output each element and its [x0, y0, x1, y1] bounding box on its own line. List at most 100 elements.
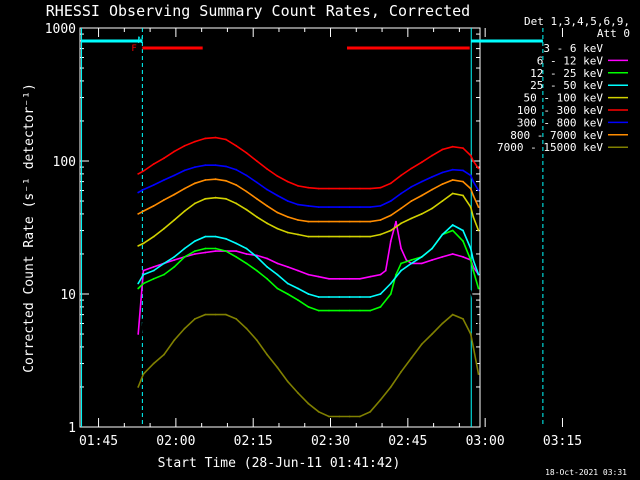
series-point — [359, 220, 361, 223]
series-point — [276, 211, 279, 214]
series-point — [307, 306, 310, 308]
series-point — [477, 373, 480, 375]
series-point — [441, 256, 444, 258]
series-point — [286, 380, 289, 383]
series-point — [137, 362, 140, 365]
series-point — [462, 169, 464, 172]
series-point — [338, 324, 341, 327]
series-point — [163, 293, 165, 295]
series-point — [384, 269, 387, 272]
series-point — [472, 259, 475, 261]
series-point — [266, 188, 268, 191]
series-point — [462, 318, 464, 320]
series-point — [472, 216, 475, 218]
series-point — [389, 293, 392, 295]
series-point — [255, 256, 258, 258]
footer-date: 18-Oct-2021 03:31 — [545, 468, 627, 477]
series-point — [328, 277, 330, 280]
legend-entry-label: 800 - 7000 keV — [510, 129, 603, 142]
series-point — [225, 313, 227, 316]
chart-title: RHESSI Observing Summary Count Rates, Co… — [46, 2, 470, 20]
series-point — [297, 287, 299, 290]
series-point — [235, 250, 238, 253]
series-line — [137, 192, 480, 247]
series-point — [266, 222, 268, 225]
series-point — [472, 160, 475, 162]
series-point — [276, 273, 279, 276]
series-point — [235, 202, 238, 205]
series-point — [183, 187, 186, 190]
series-point — [142, 188, 145, 191]
series-point — [194, 166, 196, 169]
series-point — [462, 229, 464, 232]
series-point — [152, 277, 155, 280]
series-point — [469, 259, 472, 261]
y-tick-label: 10 — [60, 288, 76, 303]
series-point — [142, 373, 145, 375]
series-point — [255, 339, 258, 341]
series-point — [328, 220, 330, 223]
series-point — [431, 247, 433, 250]
plot-layer: 1 10 100 1000 01:45 02:00 02:15 02:30 02:45 03:00… — [45, 22, 582, 449]
series-point — [286, 231, 289, 234]
series-point — [389, 386, 392, 388]
series-point — [469, 290, 472, 293]
series-line — [137, 224, 480, 298]
series-point — [204, 313, 207, 316]
series-point — [194, 182, 196, 185]
series-point — [152, 362, 155, 365]
series-point — [441, 200, 444, 202]
series-point — [379, 399, 382, 401]
series-point — [235, 318, 238, 320]
series-point — [441, 171, 444, 174]
series-point — [369, 320, 372, 323]
x-tick-label: 02:15 — [234, 434, 273, 449]
series-point — [307, 293, 310, 295]
series-point — [410, 200, 413, 202]
series-point — [328, 324, 330, 327]
series-point — [255, 273, 258, 276]
attenuator-marker-label: F — [131, 44, 136, 54]
series-point — [297, 203, 299, 206]
series-point — [369, 235, 372, 238]
series-point — [276, 287, 279, 290]
series-point — [266, 257, 268, 260]
series-point — [348, 220, 351, 223]
series-point — [317, 322, 320, 325]
series-point — [173, 259, 176, 261]
series-point — [395, 229, 397, 232]
series-point — [338, 277, 341, 280]
series-point — [194, 250, 196, 253]
series-point — [400, 222, 402, 225]
series-point — [286, 216, 289, 218]
series-point — [297, 269, 299, 272]
series-point — [214, 196, 217, 199]
series-point — [369, 187, 372, 190]
series-point — [469, 333, 472, 335]
series-point — [214, 250, 217, 253]
series-point — [225, 237, 227, 240]
legend-header-line-1: Det 1,3,4,5,6,9, — [524, 15, 630, 28]
series-point — [194, 202, 196, 205]
series-point — [297, 392, 299, 394]
series-point — [173, 193, 176, 196]
series-point — [328, 296, 330, 298]
series-point — [317, 296, 320, 298]
attenuator-marker-label: N — [138, 36, 143, 46]
series-point — [379, 205, 382, 207]
series-point — [235, 259, 238, 261]
series-point — [183, 247, 186, 250]
series-point — [472, 194, 475, 197]
series-point — [152, 205, 155, 207]
series-point — [245, 266, 248, 268]
series-point — [183, 210, 186, 213]
series-point — [441, 287, 444, 290]
series-point — [204, 164, 207, 167]
x-tick-label: 03:15 — [543, 434, 582, 449]
series-point — [137, 287, 140, 290]
legend-entry-label: 6 - 12 keV — [537, 54, 604, 67]
series-point — [441, 183, 444, 186]
series-point — [462, 147, 464, 150]
